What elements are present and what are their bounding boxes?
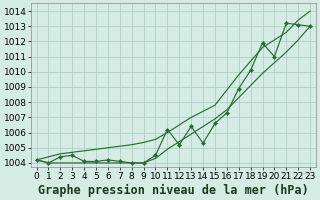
X-axis label: Graphe pression niveau de la mer (hPa): Graphe pression niveau de la mer (hPa) [38,183,309,197]
